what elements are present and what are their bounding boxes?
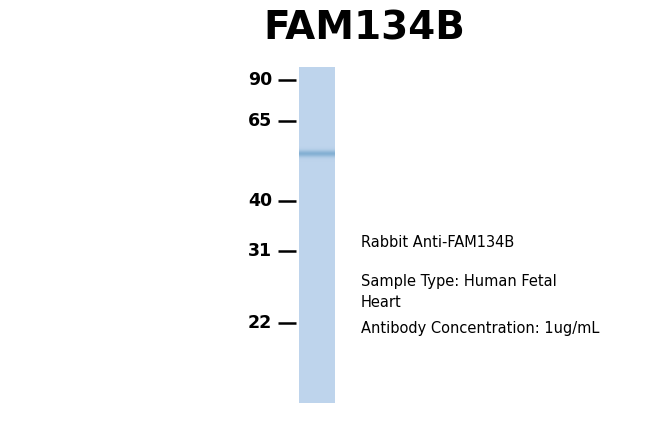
Text: 65: 65 [248, 112, 272, 130]
Bar [299, 67, 335, 403]
Text: FAM134B: FAM134B [263, 9, 465, 47]
Text: Heart: Heart [361, 295, 402, 310]
Text: Antibody Concentration: 1ug/mL: Antibody Concentration: 1ug/mL [361, 321, 599, 336]
Text: Rabbit Anti-FAM134B: Rabbit Anti-FAM134B [361, 235, 514, 250]
Text: 31: 31 [248, 242, 272, 260]
Text: 90: 90 [248, 71, 272, 89]
Text: 22: 22 [248, 313, 272, 332]
Text: 40: 40 [248, 192, 272, 210]
Text: Sample Type: Human Fetal: Sample Type: Human Fetal [361, 274, 556, 289]
